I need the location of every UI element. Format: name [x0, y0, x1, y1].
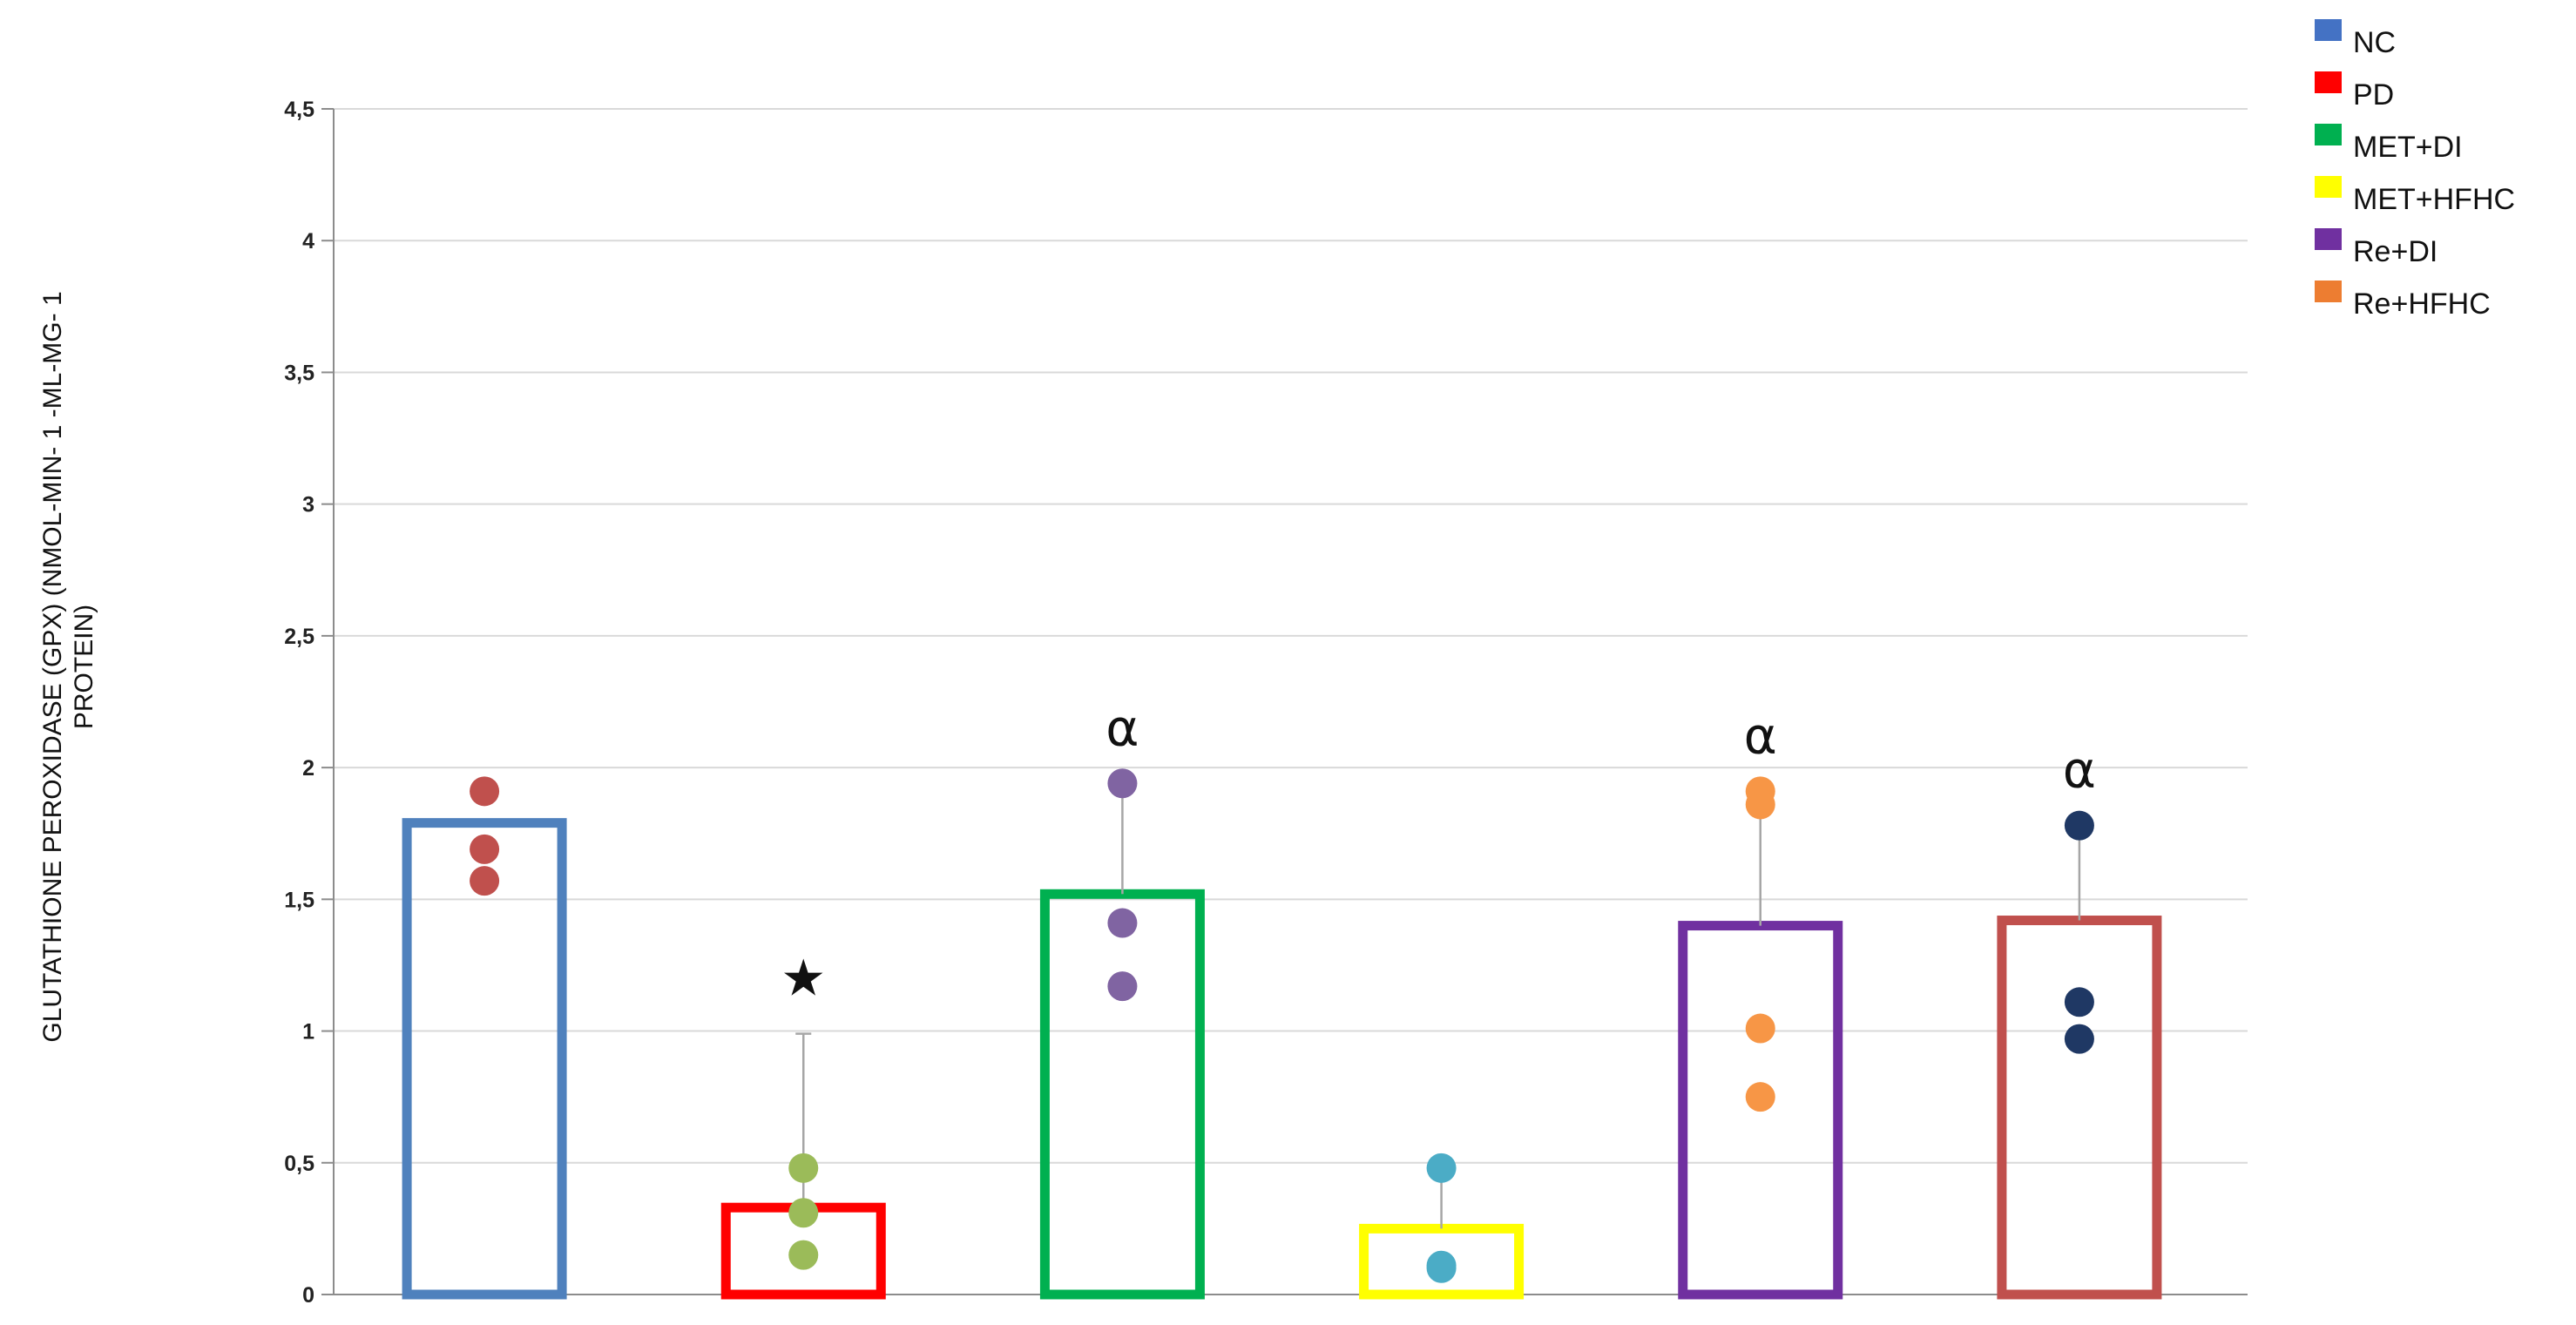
- data-point: [1107, 971, 1138, 1002]
- significance-mark: α: [1105, 698, 1139, 757]
- data-point: [1745, 789, 1775, 820]
- data-point: [788, 1240, 819, 1270]
- data-point: [470, 776, 500, 807]
- data-point: [2064, 987, 2094, 1017]
- data-point: [788, 1198, 819, 1228]
- y-axis-title-line: GLUTATHIONE PEROXIDASE (GPX) (NMOL-MIN- …: [38, 291, 67, 1042]
- bar: [1039, 889, 1205, 1300]
- y-axis-title-line: PROTEIN): [70, 605, 98, 729]
- bars: [402, 818, 2162, 1300]
- significance-mark: ★: [781, 949, 826, 1008]
- data-point: [1426, 1153, 1457, 1183]
- y-tick-label: 3,5: [284, 361, 314, 385]
- legend-label: NC: [2353, 26, 2396, 59]
- data-point: [1426, 1253, 1457, 1283]
- legend-label: MET+DI: [2353, 131, 2463, 164]
- y-tick-label: 2: [302, 756, 314, 781]
- data-point: [788, 1153, 819, 1183]
- data-point: [1107, 768, 1138, 799]
- legend-swatch: [2315, 176, 2342, 198]
- legend-swatch: [2315, 281, 2342, 302]
- legend-swatch: [2315, 228, 2342, 250]
- y-tick-label: 3: [302, 493, 314, 517]
- data-point: [1107, 908, 1138, 938]
- data-point: [470, 866, 500, 896]
- gridlines: [334, 108, 2248, 1164]
- legend: NC PD MET+DI MET+HFHC Re+DI Re+HFHC: [2315, 19, 2515, 321]
- data-point: [1745, 1082, 1775, 1112]
- legend-label: MET+HFHC: [2353, 183, 2515, 216]
- legend-label: PD: [2353, 78, 2394, 112]
- data-point: [1745, 1013, 1775, 1044]
- data-point: [470, 834, 500, 864]
- legend-swatch: [2315, 71, 2342, 93]
- legend-label: Re+DI: [2353, 235, 2437, 268]
- bar: [402, 818, 567, 1300]
- bar: [1997, 916, 2162, 1300]
- y-tick-label: 2,5: [284, 625, 314, 649]
- legend-swatch: [2315, 19, 2342, 41]
- significance-annotations: ★ α α α: [781, 698, 2096, 1007]
- legend-swatch: [2315, 124, 2342, 145]
- data-point: [2064, 1024, 2094, 1054]
- data-point: [2064, 810, 2094, 841]
- significance-mark: α: [1744, 706, 1777, 765]
- y-tick-label: 4,5: [284, 98, 314, 122]
- significance-mark: α: [2063, 740, 2096, 800]
- y-tick-labels: 0 0,5 1 1,5 2 2,5 3 3,5 4 4,5: [284, 98, 334, 1308]
- y-tick-label: 0: [302, 1283, 314, 1308]
- y-tick-label: 1: [302, 1020, 314, 1044]
- y-tick-label: 1,5: [284, 888, 314, 912]
- data-points: [470, 768, 2094, 1283]
- y-tick-label: 0,5: [284, 1152, 314, 1176]
- y-tick-label: 4: [302, 229, 314, 254]
- legend-label: Re+HFHC: [2353, 287, 2491, 321]
- y-axis-title: GLUTATHIONE PEROXIDASE (GPX) (NMOL-MIN- …: [38, 291, 98, 1042]
